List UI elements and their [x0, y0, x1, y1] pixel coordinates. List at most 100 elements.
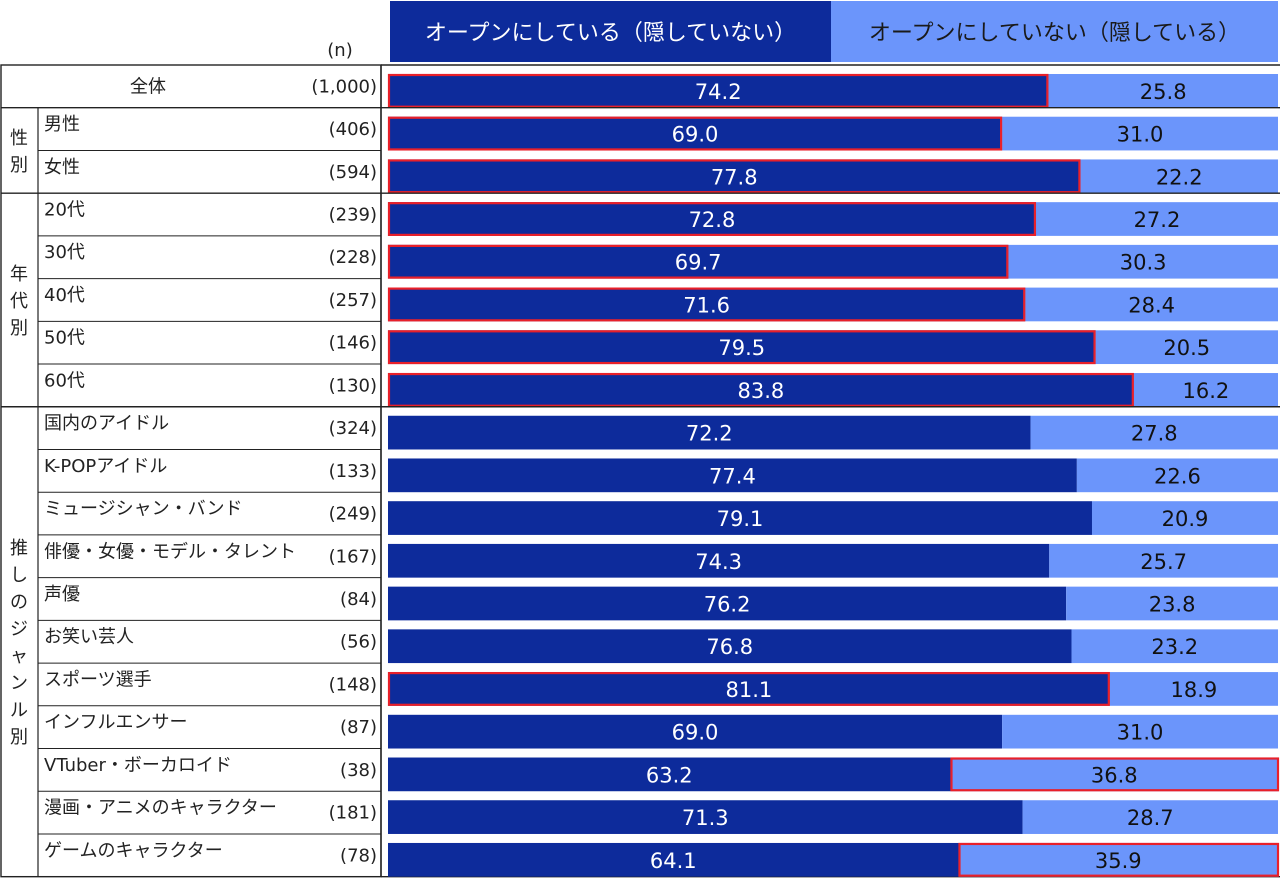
bar-closed: [1049, 543, 1278, 578]
bar-closed: [1133, 373, 1278, 407]
row-n: (148): [329, 674, 377, 695]
bar-closed: [1066, 586, 1278, 621]
bar-closed-value: 25.7: [1140, 550, 1187, 574]
row-label: 俳優・女優・モデル・タレント: [44, 541, 296, 562]
bar-closed-value: 27.2: [1134, 208, 1181, 232]
bar-open-value: 69.0: [672, 123, 719, 147]
row-label: お笑い芸人: [44, 627, 134, 648]
row-n: (38): [340, 760, 377, 781]
legend-open-box: [390, 1, 831, 62]
row-n: (228): [329, 247, 377, 268]
bar-open: [388, 672, 1110, 706]
bar-open-value: 74.3: [695, 550, 742, 574]
bar-open: [388, 800, 1023, 834]
legend-open-label: オープンにしている（隠していない）: [425, 21, 796, 46]
highlight-box: [387, 287, 1026, 322]
bar-closed: [1109, 672, 1278, 706]
bar-closed: [1095, 330, 1278, 365]
row-n: (324): [329, 418, 377, 439]
highlight-box: [387, 73, 1049, 108]
row-label: 全体: [130, 76, 166, 97]
highlight-box: [387, 330, 1096, 365]
row-label: 50代: [44, 328, 85, 349]
bar-open: [388, 629, 1072, 664]
highlight-box: [387, 116, 1003, 151]
bar-open-value: 76.2: [704, 593, 751, 617]
row-label: 60代: [44, 370, 85, 391]
row-label: ゲームのキャラクター: [44, 840, 223, 861]
row-n: (239): [329, 205, 377, 226]
row-n: (130): [329, 375, 377, 396]
bar-closed-value: 23.8: [1149, 593, 1196, 617]
bar-closed: [1071, 629, 1278, 664]
row-n: (87): [340, 717, 377, 738]
bar-open: [388, 287, 1026, 322]
row-label: スポーツ選手: [44, 669, 152, 690]
highlight-box: [387, 159, 1081, 194]
bar-closed-value: 25.8: [1140, 80, 1187, 104]
row-label: 声優: [44, 584, 80, 605]
highlight-box: [387, 202, 1037, 236]
row-label: 漫画・アニメのキャラクター: [44, 798, 277, 819]
bar-closed: [1080, 159, 1278, 194]
bar-open-value: 72.8: [689, 208, 736, 232]
bar-closed: [1002, 714, 1278, 749]
row-label: 男性: [44, 114, 80, 135]
bar-open-value: 79.1: [717, 507, 764, 531]
bar-open: [388, 74, 1049, 108]
row-n: (133): [329, 461, 377, 482]
row-n: (167): [329, 546, 377, 567]
bar-open-value: 72.2: [686, 422, 733, 446]
bar-closed-value: 22.2: [1156, 165, 1203, 189]
legend-closed-label: オープンにしていない（隠している）: [869, 21, 1240, 46]
bar-open-value: 79.5: [718, 336, 765, 360]
n-header: (n): [327, 40, 352, 61]
legend-closed-box: [831, 1, 1278, 62]
bar-closed: [1076, 458, 1278, 493]
group-label: 性別: [10, 128, 28, 176]
bar-open-value: 74.2: [695, 80, 742, 104]
bar-closed-value: 35.9: [1095, 849, 1142, 873]
bar-closed-value: 20.5: [1163, 336, 1210, 360]
bar-open-value: 83.8: [738, 379, 785, 403]
bar-closed-value: 22.6: [1154, 464, 1201, 488]
row-label: 国内のアイドル: [44, 413, 169, 434]
bar-closed-value: 18.9: [1171, 678, 1218, 702]
bar-closed: [958, 842, 1278, 877]
bar-closed-value: 31.0: [1117, 721, 1164, 745]
bar-open: [388, 159, 1081, 194]
bar-open-value: 77.8: [711, 165, 758, 189]
row-label: 女性: [44, 157, 80, 178]
bar-closed-value: 30.3: [1120, 251, 1167, 275]
row-n: (1,000): [311, 76, 377, 97]
row-label: インフルエンサー: [44, 712, 187, 733]
row-label: ミュージシャン・バンド: [44, 499, 243, 520]
row-n: (406): [329, 119, 377, 140]
bar-open-value: 76.8: [706, 635, 753, 659]
row-n: (257): [329, 290, 377, 311]
row-n: (146): [329, 333, 377, 354]
row-n: (249): [329, 504, 377, 525]
bar-closed: [1048, 74, 1278, 108]
bar-closed-value: 28.7: [1127, 806, 1174, 830]
bar-closed-value: 23.2: [1151, 635, 1198, 659]
row-n: (56): [340, 632, 377, 653]
highlight-box: [387, 372, 1134, 407]
group-label: 年代別: [10, 264, 28, 339]
bar-open: [388, 415, 1031, 450]
highlight-box: [950, 757, 1280, 792]
bar-open: [388, 116, 1003, 151]
bar-closed-value: 16.2: [1183, 379, 1230, 403]
bar-closed: [1022, 800, 1278, 834]
row-label: 30代: [44, 242, 85, 263]
bar-open: [388, 501, 1092, 535]
bar-open: [388, 586, 1067, 621]
bar-closed-value: 28.4: [1128, 293, 1175, 317]
bar-closed: [1035, 202, 1278, 236]
bar-open-value: 71.3: [682, 806, 729, 830]
bar-open: [388, 757, 951, 792]
bar-open: [388, 330, 1096, 365]
bar-closed: [1002, 116, 1278, 151]
bar-open-value: 69.0: [672, 721, 719, 745]
